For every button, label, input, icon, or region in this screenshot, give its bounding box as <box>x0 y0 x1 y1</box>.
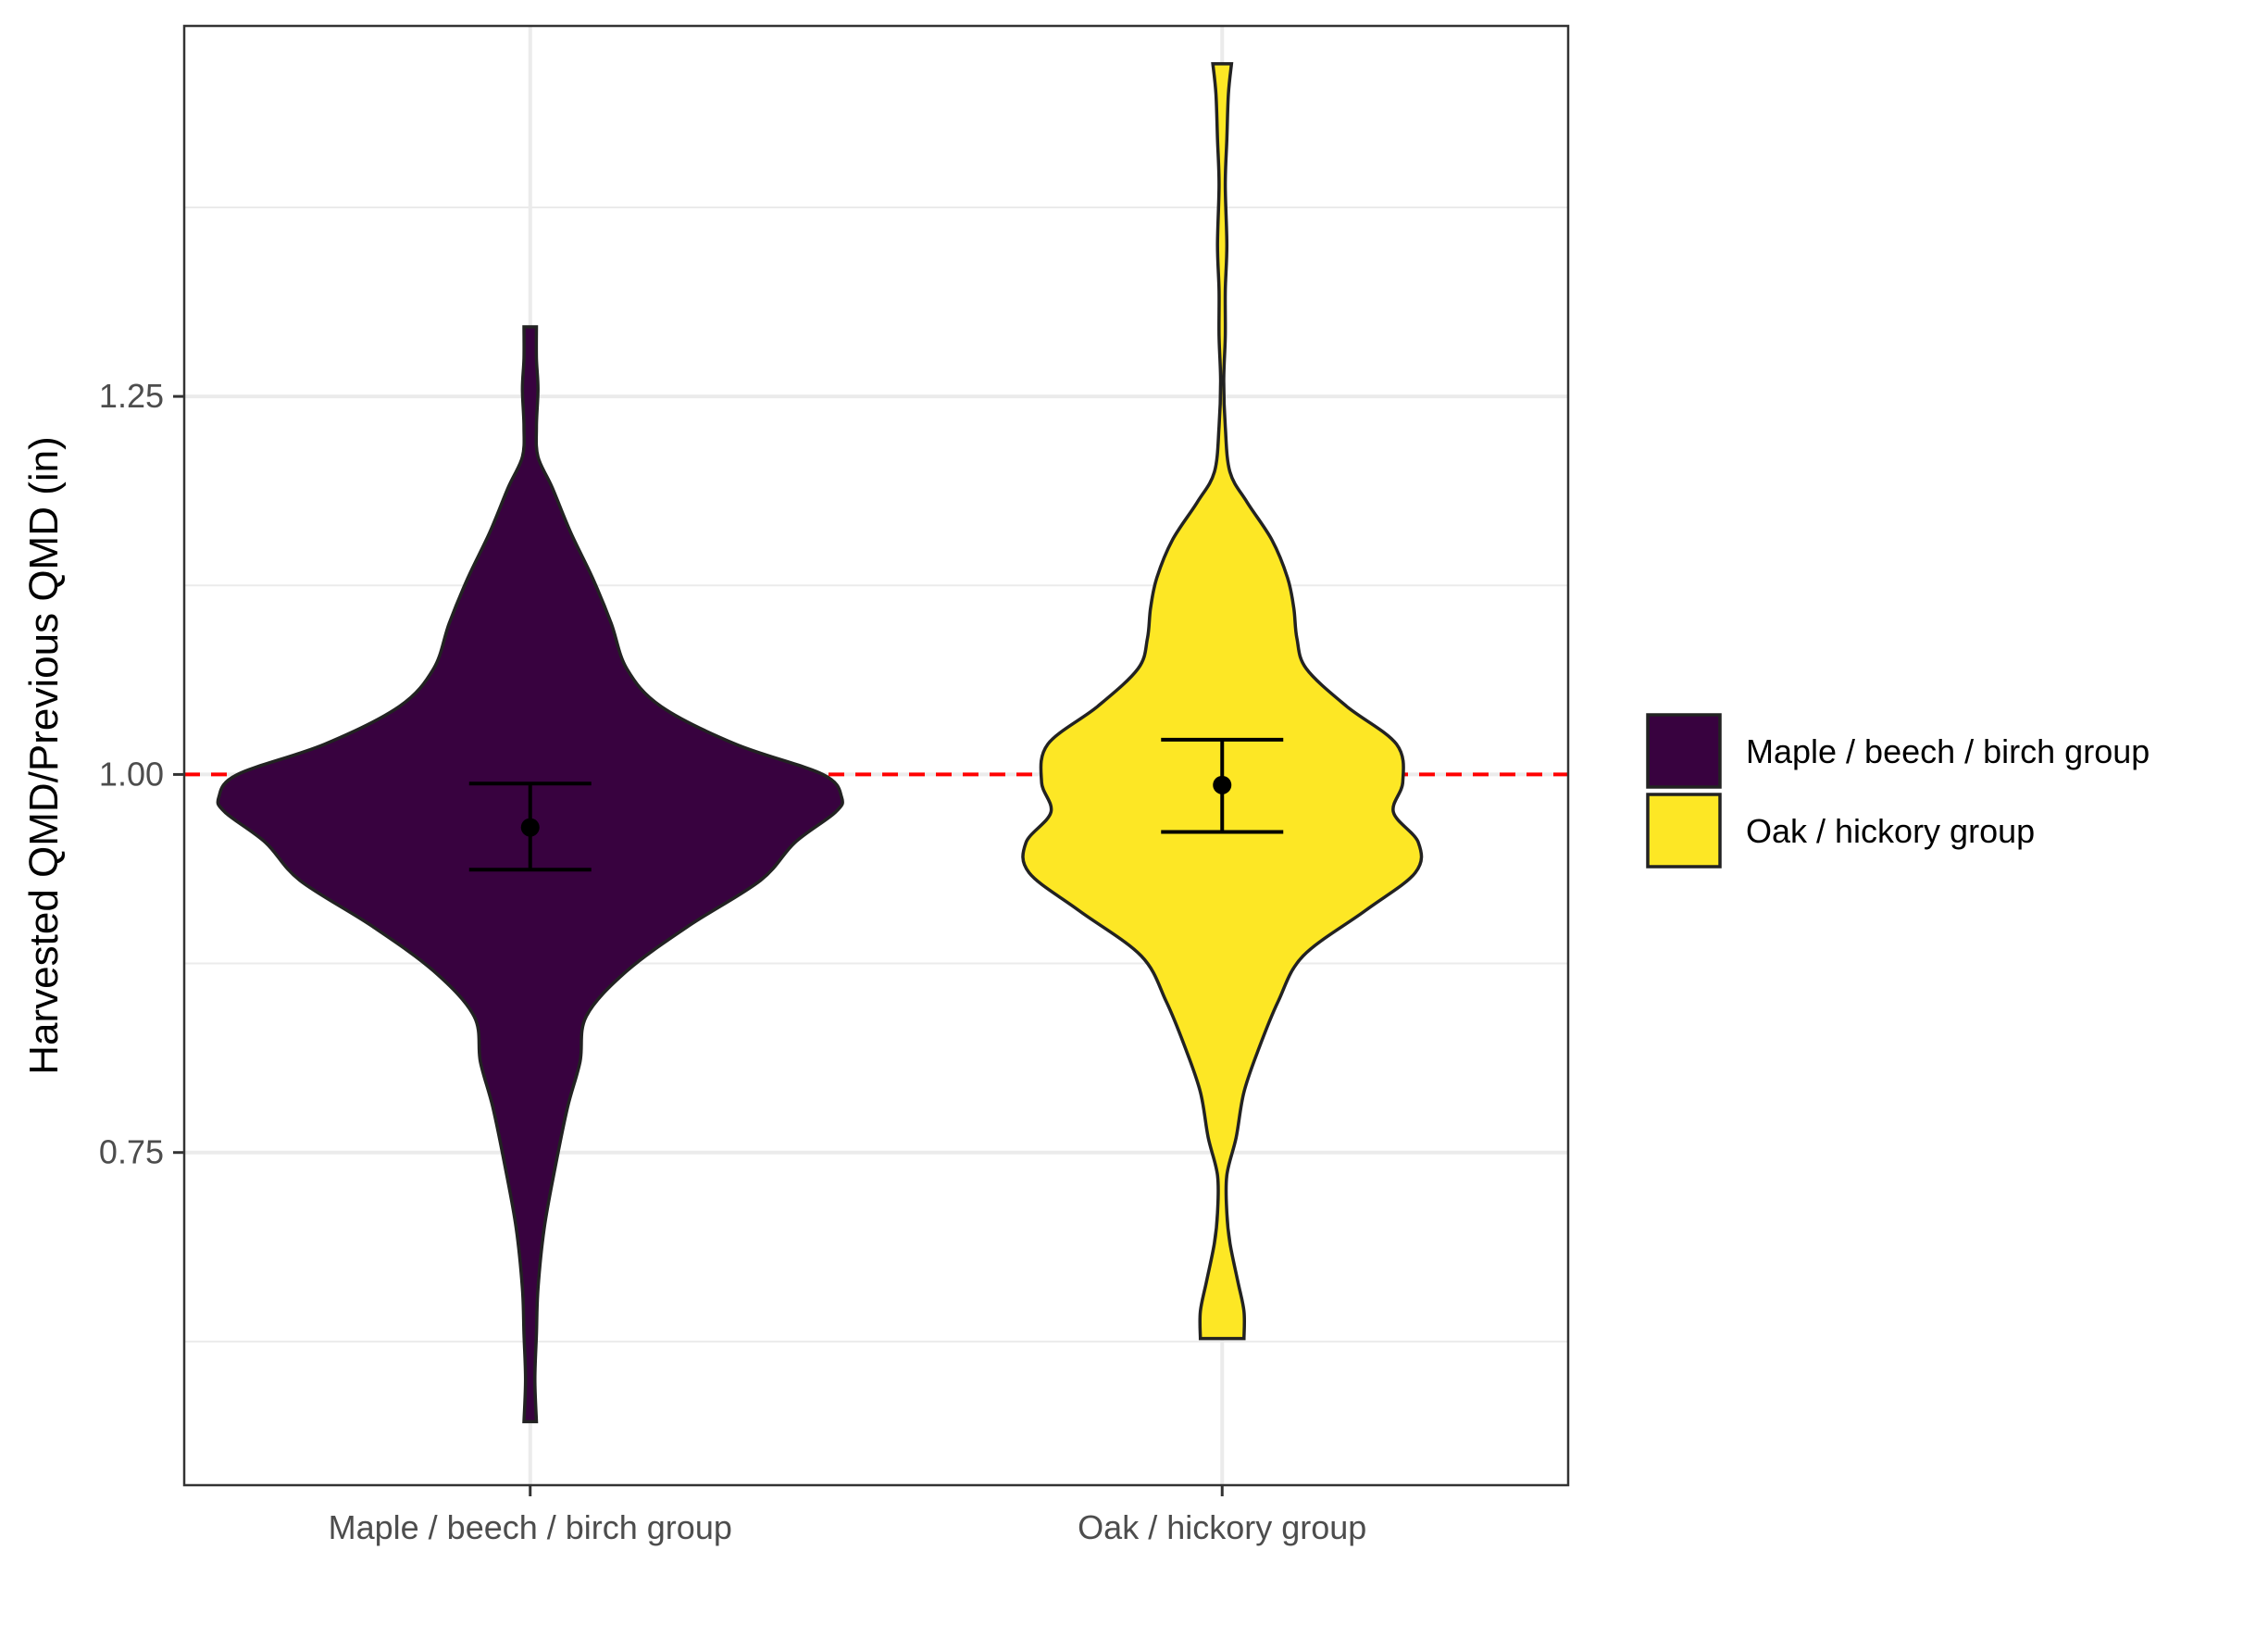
plot-panel-border <box>182 24 1570 1487</box>
legend-key <box>1646 713 1722 789</box>
legend-label: Maple / beech / birch group <box>1746 732 2150 770</box>
violin-layer <box>216 62 1424 1424</box>
x-tick-label: Oak / hickory group <box>1078 1508 1366 1546</box>
mean-point <box>1213 775 1232 794</box>
legend-label: Oak / hickory group <box>1746 812 2035 850</box>
y-tick-label: 0.75 <box>99 1133 164 1171</box>
legend-key <box>1646 793 1722 869</box>
mean-point <box>520 818 540 837</box>
violin-maple-beech-birch <box>216 325 844 1424</box>
y-axis-title: Harvested QMD/Previous QMD (in) <box>21 436 67 1074</box>
y-tick-label: 1.00 <box>99 755 164 793</box>
axis-layer: 0.75 1.00 1.25 Maple / beech / birch group O… <box>99 377 1366 1546</box>
y-tick-label: 1.25 <box>99 377 164 415</box>
errorbar-layer <box>468 737 1284 872</box>
legend: Maple / beech / birch group Oak / hickory… <box>1646 713 2150 869</box>
x-tick-label: Maple / beech / birch group <box>329 1508 732 1546</box>
violin-oak-hickory <box>1021 62 1424 1341</box>
